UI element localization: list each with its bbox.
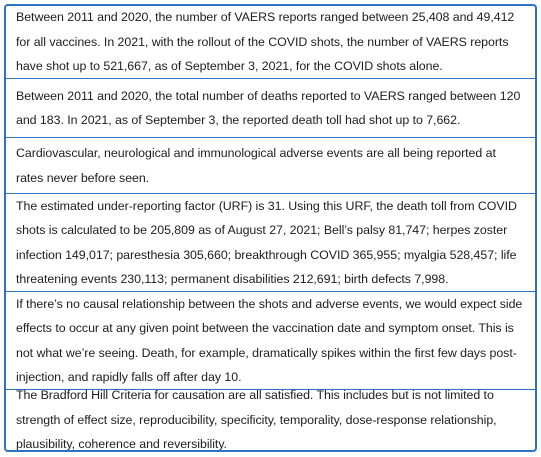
summary-point-text: Cardiovascular, neurological and immunol… [16, 146, 496, 185]
summary-point-text: Between 2011 and 2020, the number of VAE… [16, 10, 515, 74]
summary-point-text: Between 2011 and 2020, the total number … [16, 88, 521, 127]
summary-point-death-reports: Between 2011 and 2020, the total number … [6, 79, 535, 138]
summary-point-causal-relationship: If there’s no causal relationship betwee… [6, 292, 535, 390]
summary-point-vaers-reports: Between 2011 and 2020, the number of VAE… [6, 6, 535, 79]
summary-point-adverse-events: Cardiovascular, neurological and immunol… [6, 138, 535, 194]
summary-point-text: If there’s no causal relationship betwee… [16, 296, 523, 384]
summary-point-text: The estimated under-reporting factor (UR… [16, 198, 517, 286]
summary-point-under-reporting-factor: The estimated under-reporting factor (UR… [6, 194, 535, 292]
summary-point-text: The Bradford Hill Criteria for causation… [16, 390, 497, 450]
summary-point-bradford-hill: The Bradford Hill Criteria for causation… [6, 390, 535, 450]
summary-box: Between 2011 and 2020, the number of VAE… [4, 4, 537, 452]
